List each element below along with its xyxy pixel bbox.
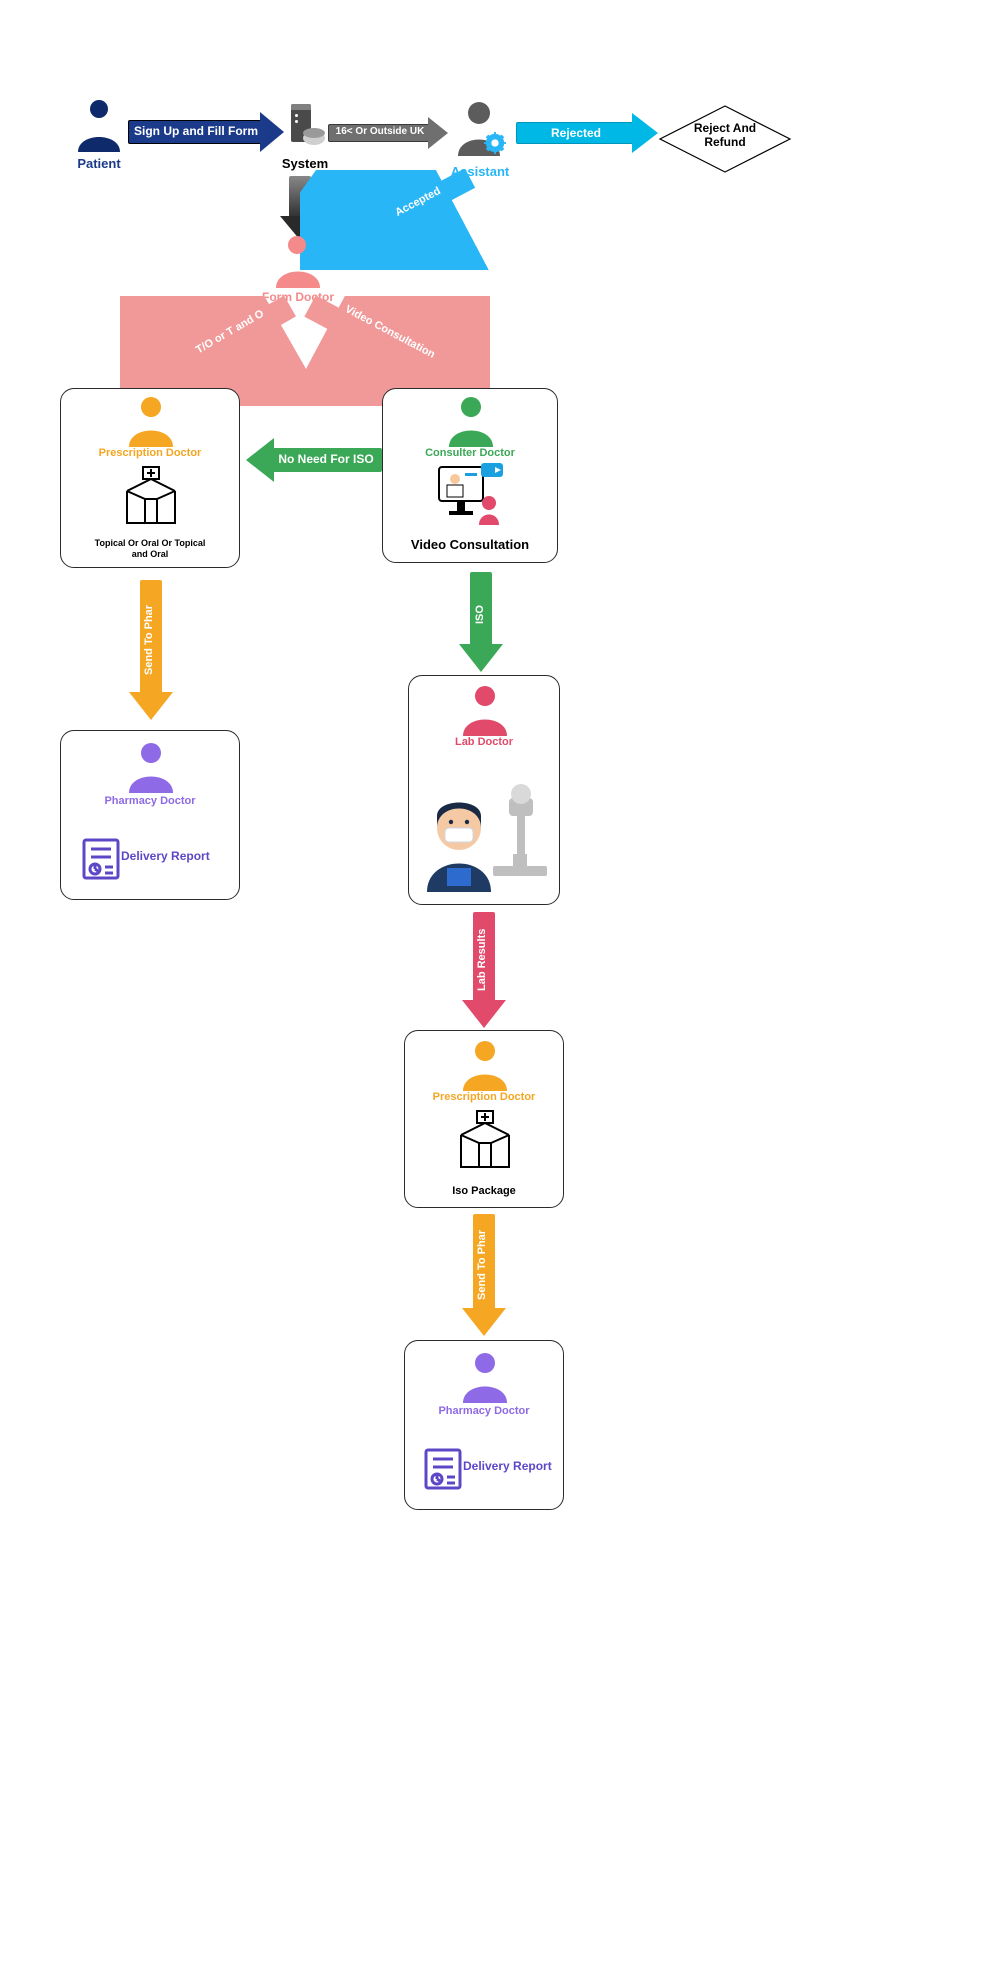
arrow-sixteen-head xyxy=(428,117,448,149)
lab-title: Lab Doctor xyxy=(409,736,559,748)
arrow-lab-results xyxy=(473,912,495,1004)
consulter-doctor-box: Consulter Doctor Video Consultation xyxy=(382,388,558,563)
system-label: System xyxy=(260,156,350,171)
pharmacy-doctor-box-2: Pharmacy Doctor Delivery Report xyxy=(404,1340,564,1510)
arrow-send-phar-1 xyxy=(140,580,162,696)
assistant-node xyxy=(452,102,508,158)
arrow-rejected-head xyxy=(632,113,658,153)
pharmacy1-title: Pharmacy Doctor xyxy=(61,795,239,807)
arrow-send-phar-1-head xyxy=(129,692,173,720)
consulter-title: Consulter Doctor xyxy=(383,447,557,459)
patient-label: Patient xyxy=(54,156,144,171)
prescription-doctor-box-1: Prescription Doctor Topical Or Oral Or T… xyxy=(60,388,240,568)
form-doctor-node xyxy=(272,236,324,288)
prescription-doctor-box-2: Prescription Doctor Iso Package xyxy=(404,1030,564,1208)
arrow-accepted xyxy=(300,170,500,270)
consulter-subtitle: Video Consultation xyxy=(383,537,557,552)
arrow-send-phar-2-head xyxy=(462,1308,506,1336)
arrow-iso-head xyxy=(459,644,503,672)
prescription2-subtitle: Iso Package xyxy=(405,1185,563,1197)
prescription2-title: Prescription Doctor xyxy=(405,1091,563,1103)
arrow-sign-up-head xyxy=(260,112,284,152)
reject-refund-label: Reject And Refund xyxy=(658,122,792,150)
arrow-send-phar-2 xyxy=(473,1214,495,1312)
diagram-stage: Patient Sign Up and Fill Form System 16<… xyxy=(0,0,1000,1986)
arrow-sixteen xyxy=(328,124,432,142)
system-node xyxy=(285,104,327,152)
pharmacy-doctor-box-1: Pharmacy Doctor Delivery Report xyxy=(60,730,240,900)
prescription1-title: Prescription Doctor xyxy=(61,447,239,459)
lab-doctor-box: Lab Doctor xyxy=(408,675,560,905)
patient-node xyxy=(74,100,124,152)
arrow-lab-results-head xyxy=(462,1000,506,1028)
arrow-no-iso-head xyxy=(246,438,274,482)
arrow-sign-up xyxy=(128,120,264,144)
arrow-rejected xyxy=(516,122,636,144)
pharmacy1-subtitle: Delivery Report xyxy=(121,849,231,863)
pharmacy2-title: Pharmacy Doctor xyxy=(405,1405,563,1417)
arrow-no-iso xyxy=(270,448,382,472)
pharmacy2-subtitle: Delivery Report xyxy=(463,1459,559,1473)
arrow-iso xyxy=(470,572,492,648)
prescription1-subtitle: Topical Or Oral Or Topical and Oral xyxy=(61,538,239,559)
